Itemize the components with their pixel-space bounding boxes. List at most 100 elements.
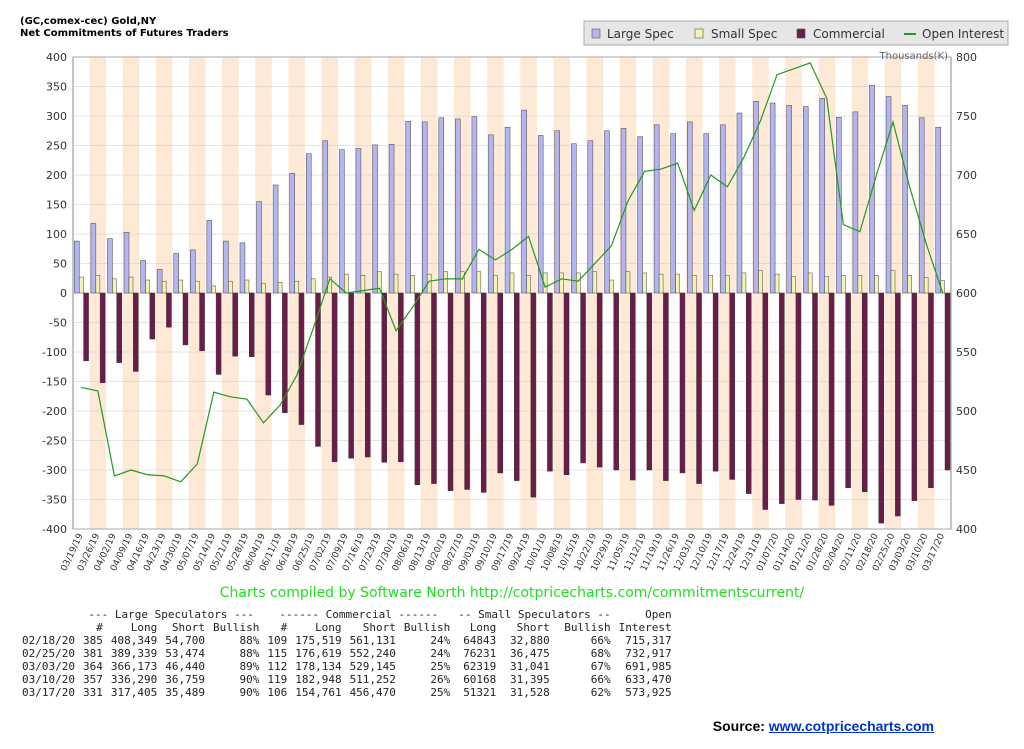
bar-small-spec [791, 276, 796, 294]
bar-large-spec [802, 106, 809, 294]
table-cell: 561,131 [349, 634, 396, 647]
table-group-header: --- Large Speculators --- ------ Commerc… [22, 608, 676, 621]
bar-large-spec [819, 98, 826, 294]
bar-large-spec [322, 140, 329, 294]
bar-large-spec [256, 201, 262, 294]
table-cell: 90% [239, 673, 260, 686]
bar-small-spec [890, 270, 896, 294]
source-link[interactable]: www.cotpricecharts.com [768, 718, 934, 734]
bar-large-spec [173, 253, 179, 294]
table-cell: 633,470 [625, 673, 672, 686]
column-header: Bullish [564, 621, 611, 634]
bar-commercial [414, 292, 421, 485]
bar-commercial [779, 292, 785, 504]
table-cell: 552,240 [349, 647, 396, 660]
bar-large-spec [107, 238, 113, 294]
legend-swatch-commercial [796, 28, 806, 39]
column-header: Bullish [212, 621, 260, 634]
bar-small-spec [460, 271, 465, 294]
bar-small-spec [128, 276, 134, 294]
bar-small-spec [625, 271, 631, 294]
bar-commercial [944, 292, 951, 471]
bar-commercial [596, 292, 603, 468]
y2-tick-label: 500 [956, 405, 977, 418]
bar-commercial [364, 292, 371, 458]
bar-commercial [464, 292, 470, 490]
table-row: 03/10/20 357 336,290 36,759 90% 119 182,948 511… [22, 673, 676, 686]
y2-tick-label: 450 [956, 464, 977, 477]
group-open-interest: Open [645, 608, 672, 621]
bar-small-spec [360, 275, 366, 294]
source-label: Source: [712, 718, 765, 734]
legend-label-small-spec: Small Spec [711, 27, 777, 41]
y-tick-label: 50 [53, 258, 67, 271]
bar-large-spec [786, 105, 792, 294]
bar-commercial [613, 292, 619, 471]
bar-commercial [265, 292, 272, 396]
table-cell: 88% [239, 634, 260, 647]
bar-commercial [447, 292, 454, 491]
bar-small-spec [592, 271, 598, 294]
y2-tick-label: 600 [956, 287, 977, 300]
y-tick-label: 0 [60, 287, 67, 300]
bar-large-spec [90, 223, 97, 294]
table-cell: 715,317 [625, 634, 672, 647]
table-cell: 26% [430, 673, 451, 686]
y-tick-label: 100 [46, 228, 67, 241]
bar-commercial [663, 292, 669, 481]
bar-small-spec [526, 275, 531, 294]
y2-tick-label: 550 [956, 346, 977, 359]
bar-commercial [83, 292, 89, 362]
column-header: Bullish [403, 621, 451, 634]
table-cell: 176,619 [295, 647, 342, 660]
bar-large-spec [156, 269, 163, 294]
bar-small-spec [542, 272, 548, 294]
table-row: 03/17/20 331 317,405 35,489 90% 106 154,761 456… [22, 686, 676, 699]
bar-large-spec [521, 109, 527, 294]
y-tick-label: -100 [42, 346, 67, 359]
right-axis-unit: Thousands(K) [879, 51, 949, 62]
table-cell: 331 [82, 686, 103, 699]
bar-large-spec [190, 249, 196, 294]
cot-chart: (GC,comex-cec) Gold,NY Net Commitments o… [20, 16, 1009, 573]
table-cell: 115 [267, 647, 288, 660]
column-header: Short [171, 621, 205, 634]
bar-large-spec [620, 128, 627, 294]
bar-large-spec [438, 117, 444, 294]
bar-small-spec [261, 283, 266, 294]
bar-commercial [232, 292, 238, 357]
y2-tick-label: 650 [956, 228, 977, 241]
bar-large-spec [421, 121, 428, 294]
bar-small-spec [410, 275, 415, 294]
bar-large-spec [488, 134, 494, 294]
bar-small-spec [741, 272, 747, 294]
legend-label-open-interest: Open Interest [922, 27, 1004, 41]
bar-large-spec [339, 149, 345, 294]
table-cell: 53,474 [165, 647, 205, 660]
bar-commercial [530, 292, 537, 498]
table-cell: 46,440 [165, 660, 205, 673]
table-cell: 36,759 [165, 673, 205, 686]
bar-commercial [315, 292, 321, 447]
table-cell: 182,948 [295, 673, 342, 686]
table-cell: 31,395 [510, 673, 550, 686]
column-header: Long [469, 621, 497, 634]
table-cell: 36,475 [510, 647, 550, 660]
table-row: 02/25/20 381 389,339 53,474 88% 115 176,619 552… [22, 647, 676, 660]
bar-commercial [497, 292, 503, 474]
bar-commercial [431, 292, 437, 484]
bar-large-spec [74, 240, 80, 294]
bar-commercial [646, 292, 653, 471]
bar-large-spec [471, 116, 478, 294]
bar-commercial [580, 292, 586, 464]
table-cell: 366,173 [110, 660, 158, 673]
bar-commercial [745, 292, 752, 494]
bar-small-spec [344, 273, 349, 294]
bar-commercial [679, 292, 686, 474]
bar-large-spec [140, 260, 146, 294]
table-cell: 64843 [463, 634, 497, 647]
table-cell: 67% [590, 660, 611, 673]
table-cell: 336,290 [110, 673, 158, 686]
column-header: Long [130, 621, 158, 634]
bar-large-spec [388, 144, 395, 294]
